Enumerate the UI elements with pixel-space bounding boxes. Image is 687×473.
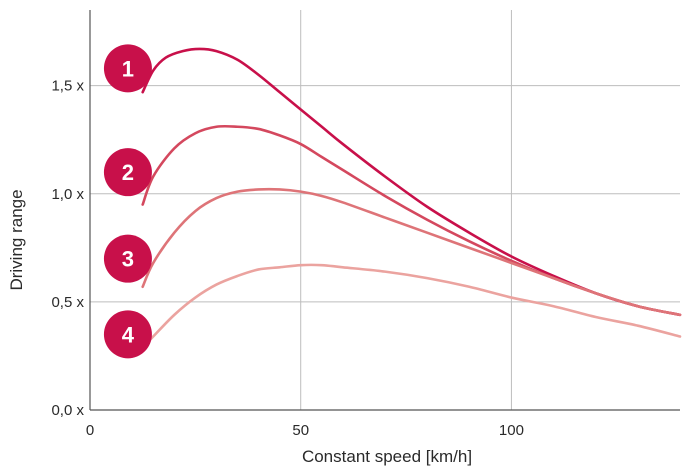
series-badge-2: 2 <box>103 148 152 197</box>
y-axis-label: Driving range <box>7 189 26 290</box>
x-tick-label: 100 <box>499 422 524 439</box>
series-line-3 <box>141 187 682 317</box>
badge-circle <box>103 234 152 283</box>
series-line-1 <box>141 47 682 317</box>
x-tick-label: 0 <box>86 422 94 439</box>
series-badges: 1 2 3 4 <box>103 44 152 359</box>
series-badge-3: 3 <box>103 234 152 283</box>
y-tick-label: 1,5 x <box>51 78 84 95</box>
series-line-2 <box>141 124 682 317</box>
y-tick-label: 0,0 x <box>51 402 84 419</box>
x-axis-label: Constant speed [km/h] <box>302 447 472 466</box>
badge-label: 4 <box>122 322 135 347</box>
grid <box>90 10 680 410</box>
series-line-4 <box>141 263 682 349</box>
series-lines <box>141 47 682 349</box>
x-tick-label: 50 <box>292 422 309 439</box>
badge-circle <box>103 148 152 197</box>
series-badge-4: 4 <box>103 310 152 359</box>
badge-label: 2 <box>122 160 134 185</box>
badge-circle <box>103 310 152 359</box>
axes: 0,0 x 0,5 x 1,0 x 1,5 x 0 50 100 <box>51 10 680 439</box>
y-tick-label: 1,0 x <box>51 186 84 203</box>
series-badge-1: 1 <box>103 44 152 93</box>
y-tick-label: 0,5 x <box>51 294 84 311</box>
badge-circle <box>103 44 152 93</box>
badge-label: 1 <box>122 56 134 81</box>
badge-label: 3 <box>122 247 134 272</box>
